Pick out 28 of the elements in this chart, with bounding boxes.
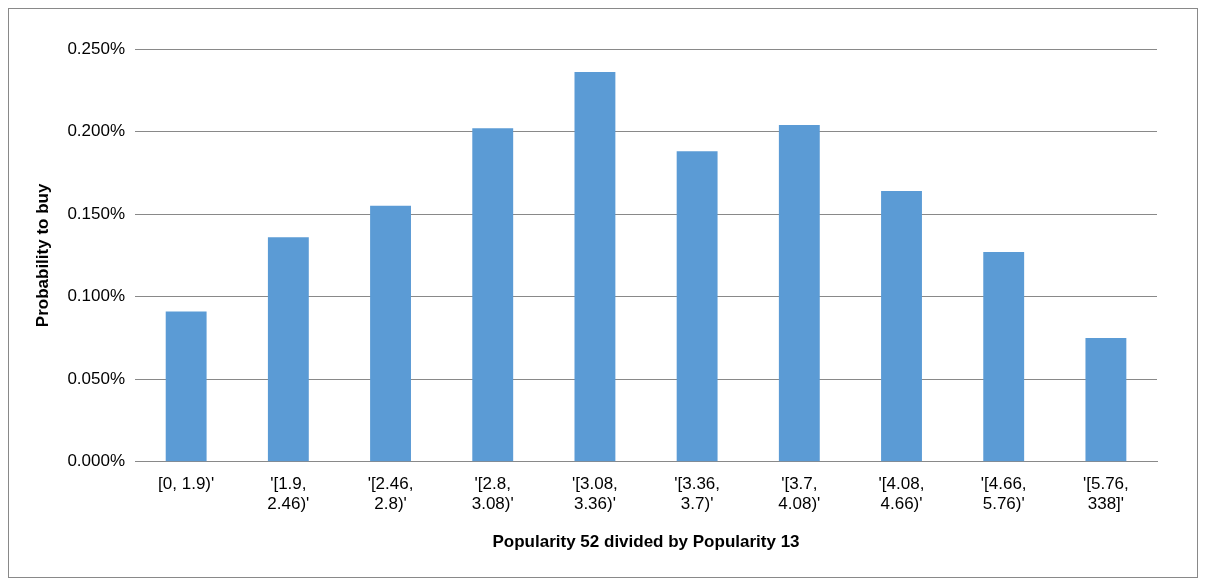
y-axis-title: Probability to buy bbox=[32, 183, 52, 328]
x-tick-label: [0, 1.9)' bbox=[158, 473, 215, 493]
y-tick-label: 0.000% bbox=[67, 451, 126, 471]
x-tick-label: '[3.7, 4.08)' bbox=[778, 473, 821, 514]
bar bbox=[1085, 337, 1127, 462]
bar bbox=[267, 237, 309, 462]
y-tick-label: 0.100% bbox=[67, 286, 126, 306]
x-tick-label: '[2.8, 3.08)' bbox=[471, 473, 514, 514]
x-tick-label: '[3.36, 3.7)' bbox=[674, 473, 721, 514]
bar bbox=[676, 151, 718, 462]
bar bbox=[472, 128, 514, 462]
bar bbox=[983, 252, 1025, 462]
y-tick-label: 0.250% bbox=[67, 38, 126, 58]
x-tick-label: '[3.08, 3.36)' bbox=[572, 473, 618, 514]
bar bbox=[881, 191, 922, 462]
bar bbox=[370, 205, 411, 462]
bar bbox=[574, 72, 616, 462]
x-tick-label: '[2.46, 2.8)' bbox=[367, 473, 414, 514]
y-tick-label: 0.050% bbox=[67, 368, 126, 388]
x-tick-label: '[5.76, 338]' bbox=[1083, 473, 1129, 514]
bar bbox=[165, 311, 207, 462]
y-tick-label: 0.200% bbox=[67, 121, 126, 141]
x-tick-label: '[1.9, 2.46)' bbox=[267, 473, 310, 514]
x-tick-label: '[4.08, 4.66)' bbox=[878, 473, 925, 514]
bar bbox=[778, 124, 820, 462]
y-tick-label: 0.150% bbox=[67, 203, 126, 223]
x-tick-label: '[4.66, 5.76)' bbox=[980, 473, 1027, 514]
x-axis-title: Popularity 52 divided by Popularity 13 bbox=[492, 532, 800, 552]
